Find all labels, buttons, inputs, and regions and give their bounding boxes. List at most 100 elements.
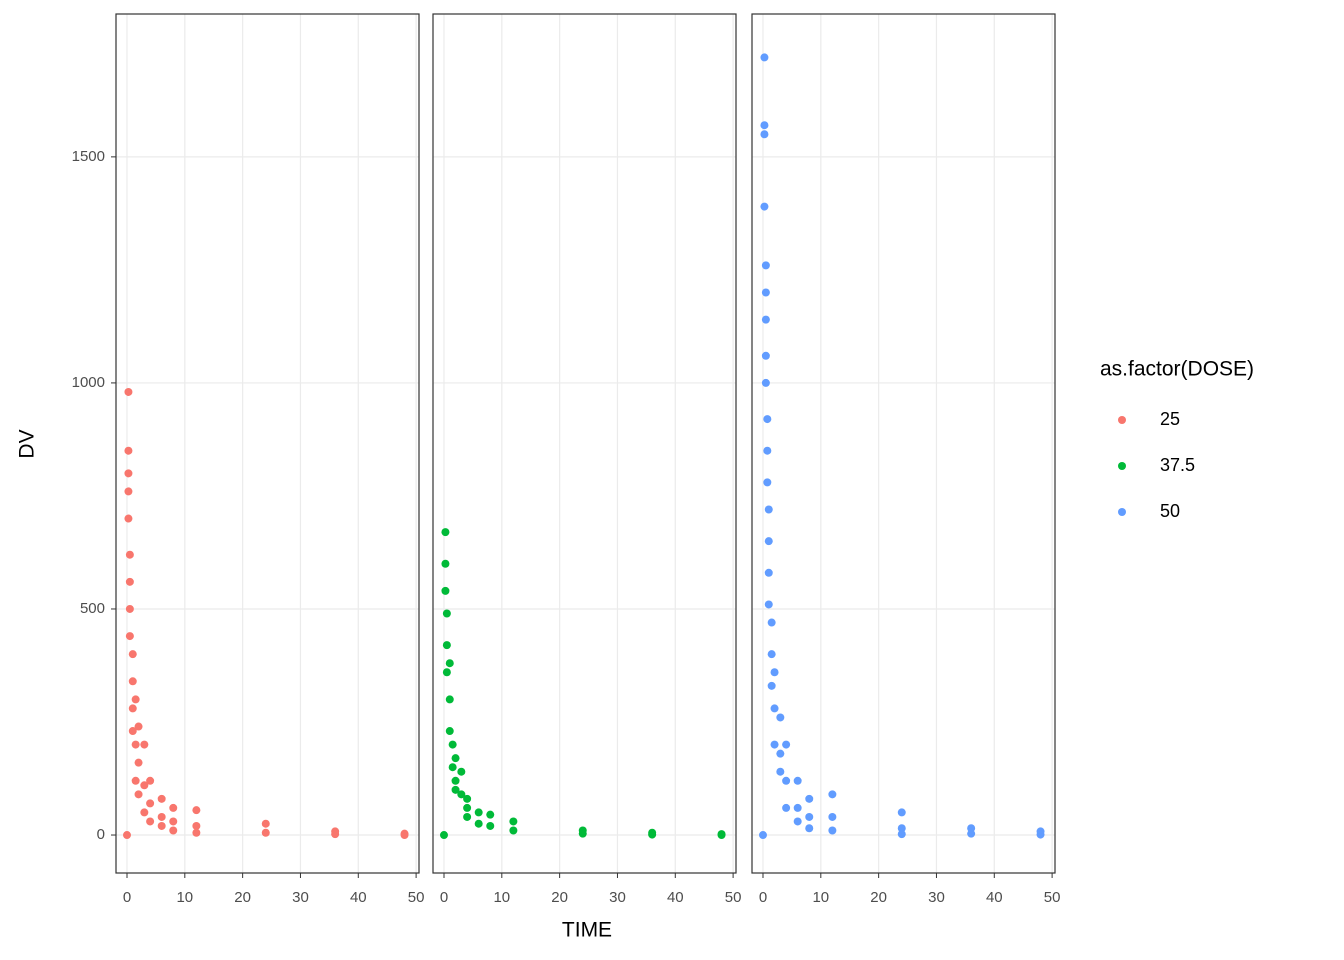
point [131,740,140,749]
point [451,754,460,763]
point [761,378,770,387]
x-tick-label: 20 [870,889,887,906]
x-tick-label: 30 [928,889,945,906]
point [451,785,460,794]
x-tick-label: 30 [609,889,626,906]
point [1036,830,1045,839]
point [128,677,137,686]
point [897,830,906,839]
point [761,351,770,360]
point [793,803,802,812]
point [134,790,143,799]
point [125,577,134,586]
point [192,828,201,837]
point [805,824,814,833]
point [767,650,776,659]
point [157,812,166,821]
point [760,130,769,139]
x-axis-label: TIME [562,919,612,942]
point [717,831,726,840]
point [125,632,134,641]
point [782,740,791,749]
legend-label: 37.5 [1160,455,1195,475]
point [578,829,587,838]
x-tick-label: 0 [759,889,767,906]
point [763,415,772,424]
y-axis-label: DV [16,429,39,458]
point [793,776,802,785]
point [146,817,155,826]
point [445,695,454,704]
panel-border [751,13,1056,874]
x-tick-label: 50 [1044,889,1061,906]
point [400,831,409,840]
y-tick-label: 0 [97,826,105,843]
panel-border [432,13,737,874]
point [124,446,133,455]
point [897,808,906,817]
x-tick-label: 0 [440,889,448,906]
point [761,261,770,270]
point [828,812,837,821]
point [463,794,472,803]
x-tick-label: 50 [408,889,425,906]
legend-marker [1118,462,1126,470]
point [124,514,133,523]
point [828,826,837,835]
point [509,826,518,835]
point [442,641,451,650]
point [146,799,155,808]
point [782,803,791,812]
point [192,821,201,830]
point [442,668,451,677]
point [897,824,906,833]
point [486,810,495,819]
point [125,550,134,559]
x-tick-label: 10 [812,889,829,906]
y-tick-label: 1500 [72,148,105,165]
point [770,740,779,749]
legend-label: 50 [1160,501,1180,521]
x-tick-label: 40 [667,889,684,906]
point [760,202,769,211]
point [169,817,178,826]
point [767,618,776,627]
point [134,758,143,767]
point [445,659,454,668]
panel-border [115,13,420,874]
point [463,803,472,812]
point [760,121,769,130]
point [128,650,137,659]
y-tick-label: 500 [80,600,105,617]
legend-title: as.factor(DOSE) [1100,358,1254,381]
point [805,812,814,821]
point [776,767,785,776]
x-tick-label: 40 [350,889,367,906]
point [967,829,976,838]
point [125,604,134,613]
point [128,704,137,713]
point [782,776,791,785]
point [124,487,133,496]
point [648,830,657,839]
point [134,722,143,731]
point [169,803,178,812]
x-tick-label: 20 [234,889,251,906]
x-tick-label: 10 [176,889,193,906]
point [486,821,495,830]
point [140,740,149,749]
point [764,537,773,546]
point [761,288,770,297]
point [763,478,772,487]
point [124,469,133,478]
point [448,740,457,749]
y-tick-label: 1000 [72,374,105,391]
point [140,808,149,817]
point [124,387,133,396]
x-tick-label: 30 [292,889,309,906]
point [828,790,837,799]
point [261,828,270,837]
x-tick-label: 20 [551,889,568,906]
point [439,831,448,840]
x-tick-label: 40 [986,889,1003,906]
